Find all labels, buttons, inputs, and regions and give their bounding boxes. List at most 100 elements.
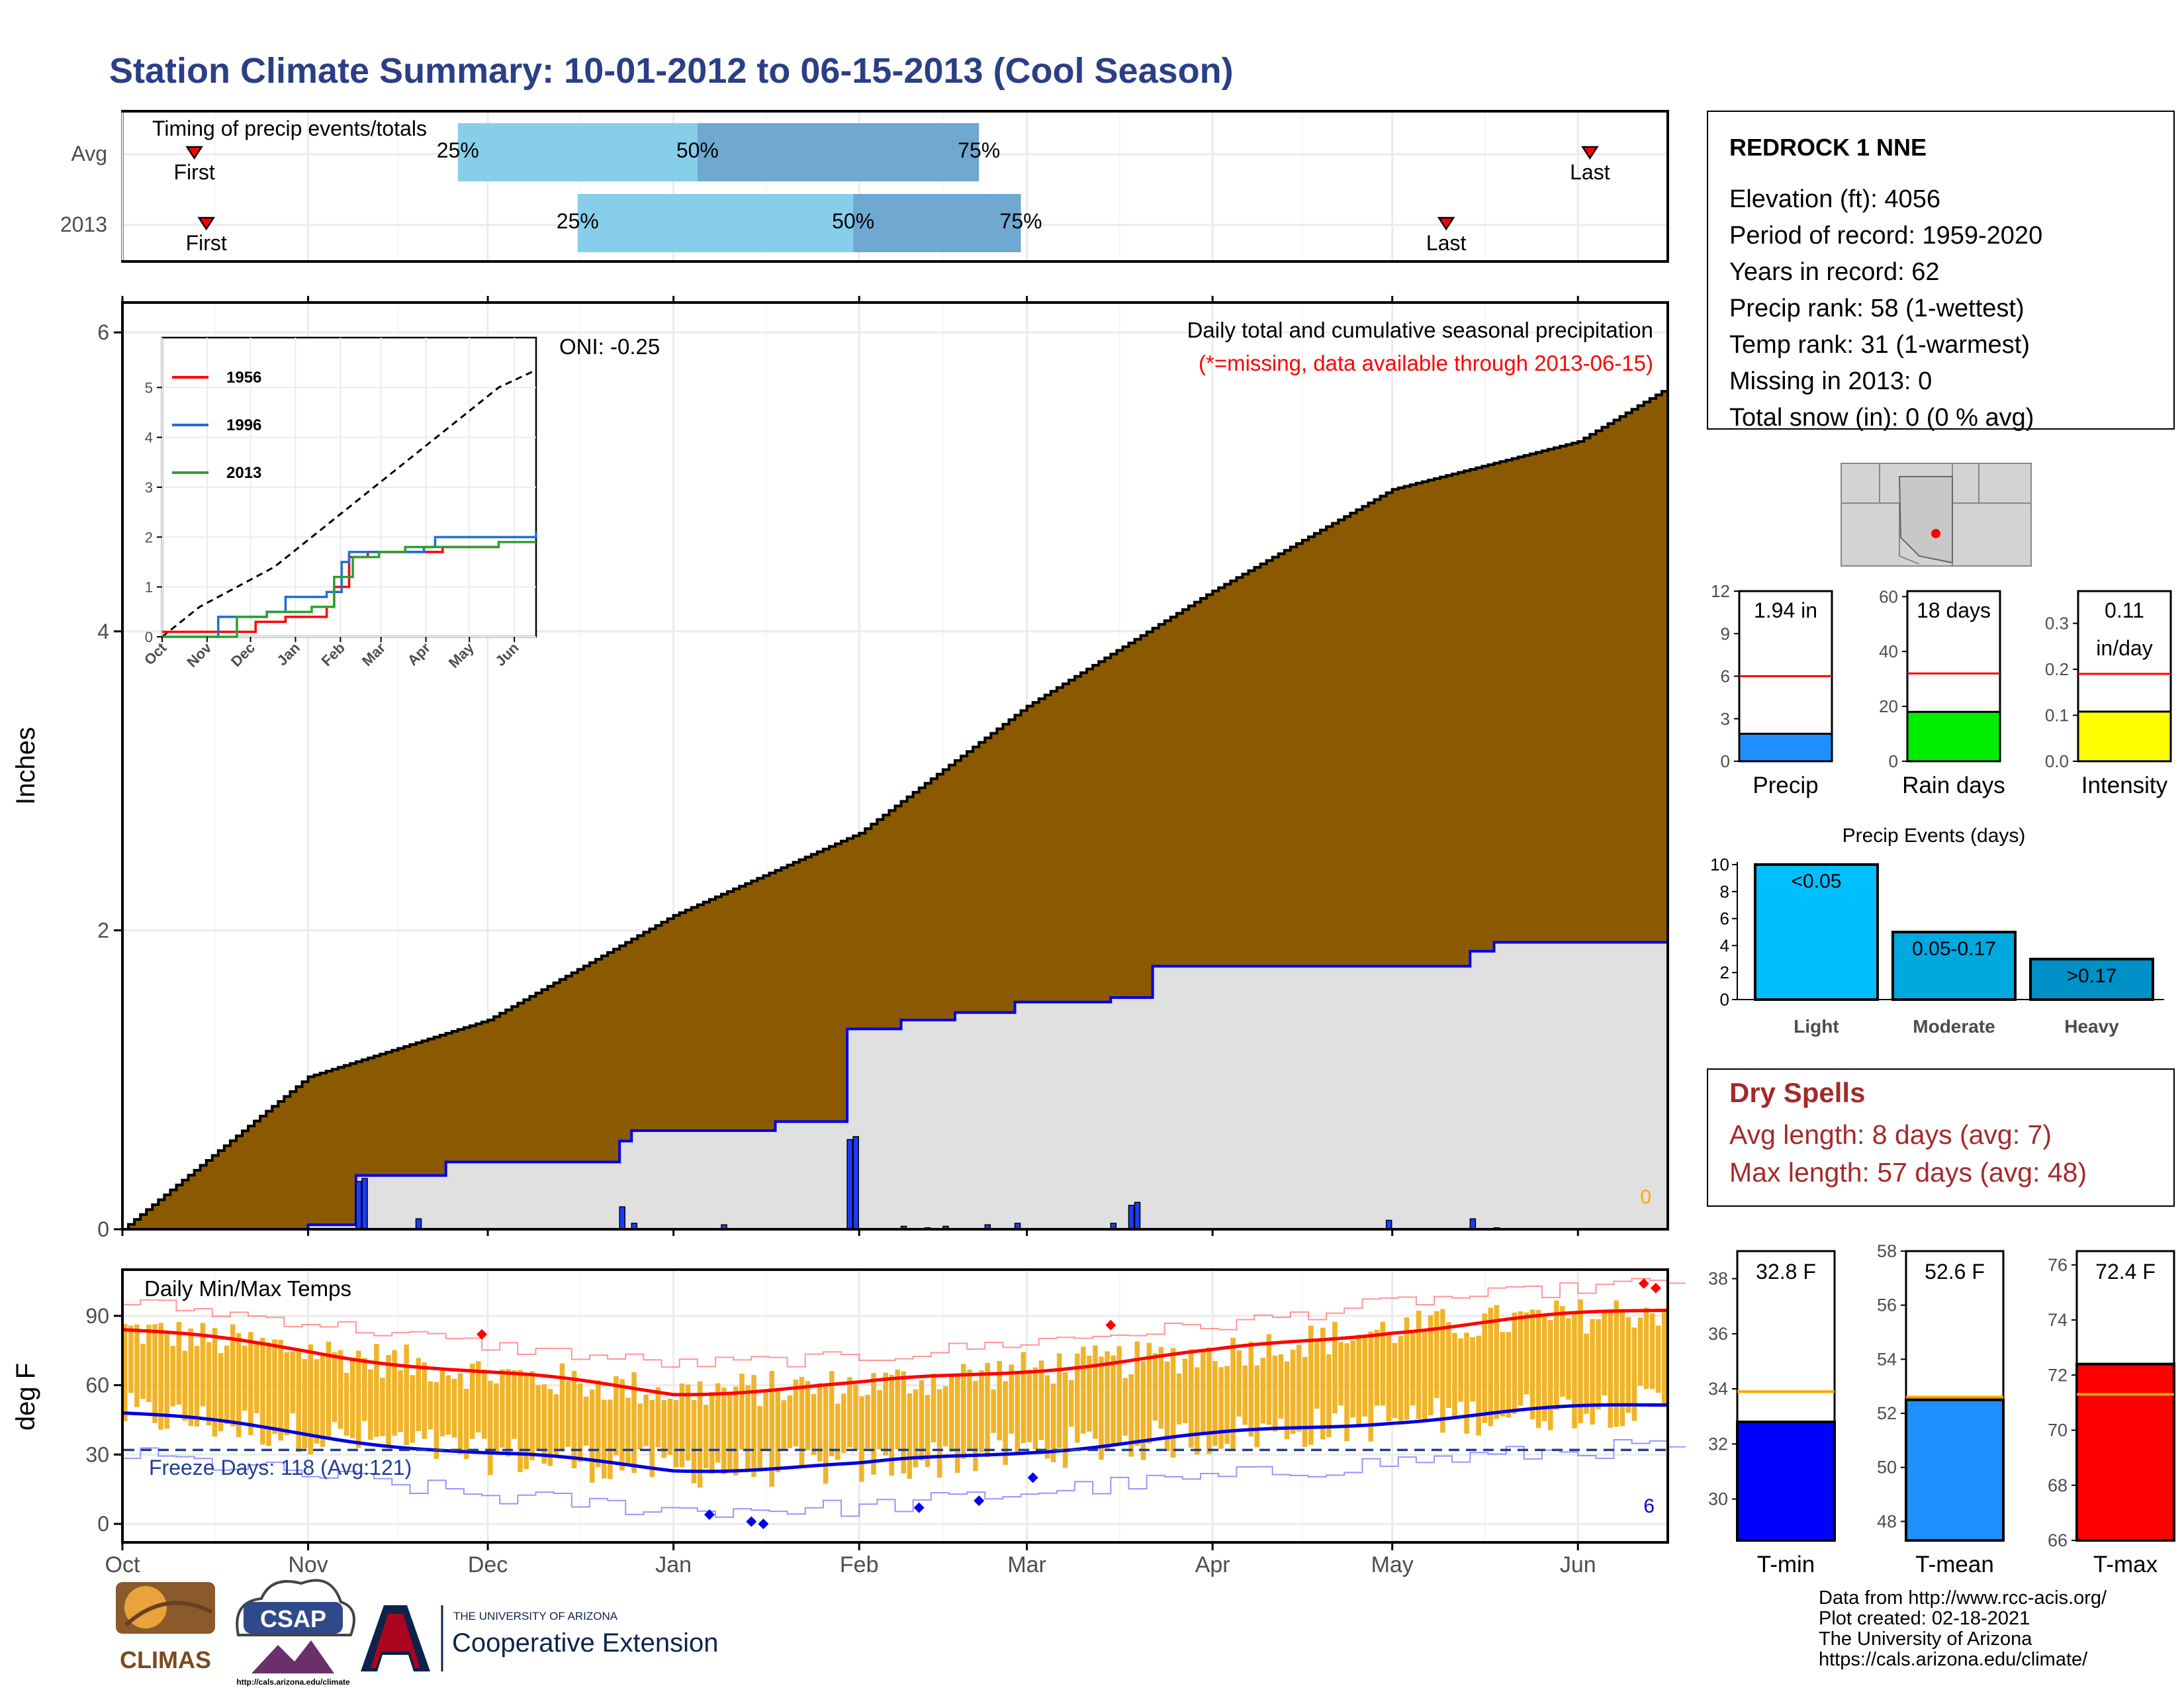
temp-daily-bar <box>649 1399 655 1477</box>
events-y-tick-label: 6 <box>1720 909 1729 929</box>
temp-daily-bar <box>1649 1313 1655 1389</box>
temp-daily-bar <box>1590 1319 1595 1425</box>
temp-daily-bar <box>1488 1307 1494 1427</box>
temp-daily-bar <box>583 1396 589 1446</box>
record-high-marker <box>477 1329 488 1340</box>
temp-daily-bar <box>913 1389 919 1468</box>
temp-daily-bar <box>236 1333 242 1437</box>
temp-daily-bar <box>314 1359 320 1444</box>
events-y-tick-label: 2 <box>1720 962 1729 982</box>
footer-university: The University of Arizona <box>1819 1628 2032 1650</box>
temp-mini-tick-label: 68 <box>2048 1476 2068 1495</box>
temp-daily-bar <box>1206 1347 1212 1454</box>
climas-logo-text: CLIMAS <box>120 1646 211 1673</box>
timing-bar-25-50 <box>577 194 854 252</box>
university-arizona-logo: THE UNIVERSITY OF ARIZONA Cooperative Ex… <box>361 1605 718 1671</box>
temp-daily-bar <box>410 1375 415 1443</box>
record-min-temp-line <box>122 1439 1686 1518</box>
inset-series-line-2013 <box>162 541 536 638</box>
temp-daily-bar <box>1146 1342 1152 1444</box>
temp-daily-bar <box>457 1373 463 1454</box>
mini-chart-tick-label: 9 <box>1721 624 1730 643</box>
station-name: REDROCK 1 NNE <box>1729 134 1927 161</box>
season-temp-charts: 30 32 34 36 38 32.8 F T-min 48 50 52 54 56 58 52.6 F T… <box>1708 1241 2175 1577</box>
temp-daily-bar <box>374 1344 379 1437</box>
precip-y-axis: 0 2 4 6 <box>97 320 122 1241</box>
temp-daily-bar <box>1081 1346 1086 1434</box>
x-axis-month-label: Dec <box>468 1552 508 1577</box>
precip-y-tick-label: 0 <box>97 1217 109 1241</box>
dry-spells-avg: Avg length: 8 days (avg: 7) <box>1729 1119 2052 1150</box>
temp-daily-bar <box>260 1337 265 1445</box>
temp-daily-bar <box>1314 1338 1320 1409</box>
record-low-marker <box>1027 1472 1038 1483</box>
temp-daily-bar <box>1164 1361 1170 1452</box>
temp-daily-bar <box>942 1386 948 1446</box>
temp-daily-bar <box>1380 1321 1386 1406</box>
mini-chart-tick-label: 0.2 <box>2045 659 2069 679</box>
temp-daily-bar <box>1242 1365 1248 1425</box>
timing-first-label: First <box>186 231 227 255</box>
precip-panel: 0 2 4 6 Inches Daily total and cumulative s… <box>11 301 1669 1241</box>
station-box-frame <box>1707 111 2175 430</box>
temp-daily-bar <box>1368 1331 1374 1442</box>
daily-precip-bar <box>361 1178 368 1230</box>
temp-daily-bar <box>164 1331 169 1429</box>
temp-daily-bar <box>1128 1374 1134 1457</box>
temp-daily-bar <box>1308 1325 1314 1445</box>
temp-daily-bar <box>1572 1313 1577 1429</box>
temp-daily-bar <box>302 1359 308 1448</box>
record-high-marker <box>1650 1282 1661 1293</box>
temp-daily-bar <box>1021 1352 1026 1444</box>
mini-chart-tick-label: 0 <box>1889 751 1898 771</box>
temp-mini-tick-label: 30 <box>1708 1489 1728 1509</box>
temp-daily-bar <box>811 1394 817 1455</box>
temp-daily-bar <box>1643 1307 1649 1389</box>
temp-daily-bar <box>757 1405 762 1472</box>
temp-daily-bar <box>1440 1309 1445 1433</box>
temp-daily-bar <box>1655 1325 1661 1393</box>
temp-daily-bar <box>500 1369 505 1448</box>
mini-chart-value: 1.94 in <box>1754 598 1817 622</box>
temp-daily-bar <box>451 1378 457 1438</box>
mini-chart-tick-label: 0.0 <box>2045 751 2069 771</box>
events-bar-label: <0.05 <box>1792 870 1842 892</box>
temp-daily-bar <box>266 1342 271 1446</box>
ua-big-text: Cooperative Extension <box>452 1628 718 1658</box>
temp-daily-bar <box>146 1325 152 1402</box>
timing-row-label-2013: 2013 <box>60 212 107 236</box>
temp-daily-bar <box>1320 1327 1326 1440</box>
temp-y-tick-label: 30 <box>85 1442 109 1466</box>
temp-mini-tick-label: 66 <box>2048 1530 2068 1550</box>
temp-daily-bar <box>763 1392 768 1450</box>
temp-daily-bar <box>1560 1305 1565 1397</box>
x-axis-month-label: May <box>1371 1552 1414 1577</box>
timing-label-50: 50% <box>832 209 874 233</box>
temp-daily-bar <box>1134 1341 1140 1446</box>
temp-daily-bar <box>1518 1311 1524 1406</box>
events-bar <box>1754 863 1879 1002</box>
temp-daily-bar <box>1254 1365 1260 1448</box>
temp-daily-bar <box>859 1396 864 1482</box>
temp-daily-bar <box>991 1389 996 1433</box>
temp-daily-bar <box>1230 1337 1236 1451</box>
temp-daily-bar <box>1050 1383 1056 1462</box>
temp-daily-bar <box>206 1342 212 1426</box>
temp-daily-bar <box>1584 1333 1589 1414</box>
temp-daily-bar <box>643 1394 649 1446</box>
temp-daily-bar <box>608 1399 613 1479</box>
climas-logo: CLIMAS <box>116 1582 215 1673</box>
inset-y-tick-label: 0 <box>145 629 153 645</box>
events-category-label: Heavy <box>2064 1016 2119 1037</box>
temp-daily-bar <box>541 1384 547 1464</box>
timing-last-label: Last <box>1426 231 1467 255</box>
season-total-charts: 0 3 6 9 12 1.94 in Precip 0 20 40 60 18 days Rain da… <box>1711 581 2172 798</box>
temp-daily-bar <box>1362 1335 1367 1417</box>
temp-daily-bar <box>1356 1335 1361 1425</box>
temp-daily-bar <box>817 1383 823 1462</box>
record-high-marker <box>1105 1319 1116 1331</box>
footer: CLIMAS CSAP http://cals.arizona.edu/clim… <box>116 1579 2107 1687</box>
average-max-temp-line <box>122 1308 1668 1397</box>
temp-daily-bars <box>122 1299 1667 1488</box>
